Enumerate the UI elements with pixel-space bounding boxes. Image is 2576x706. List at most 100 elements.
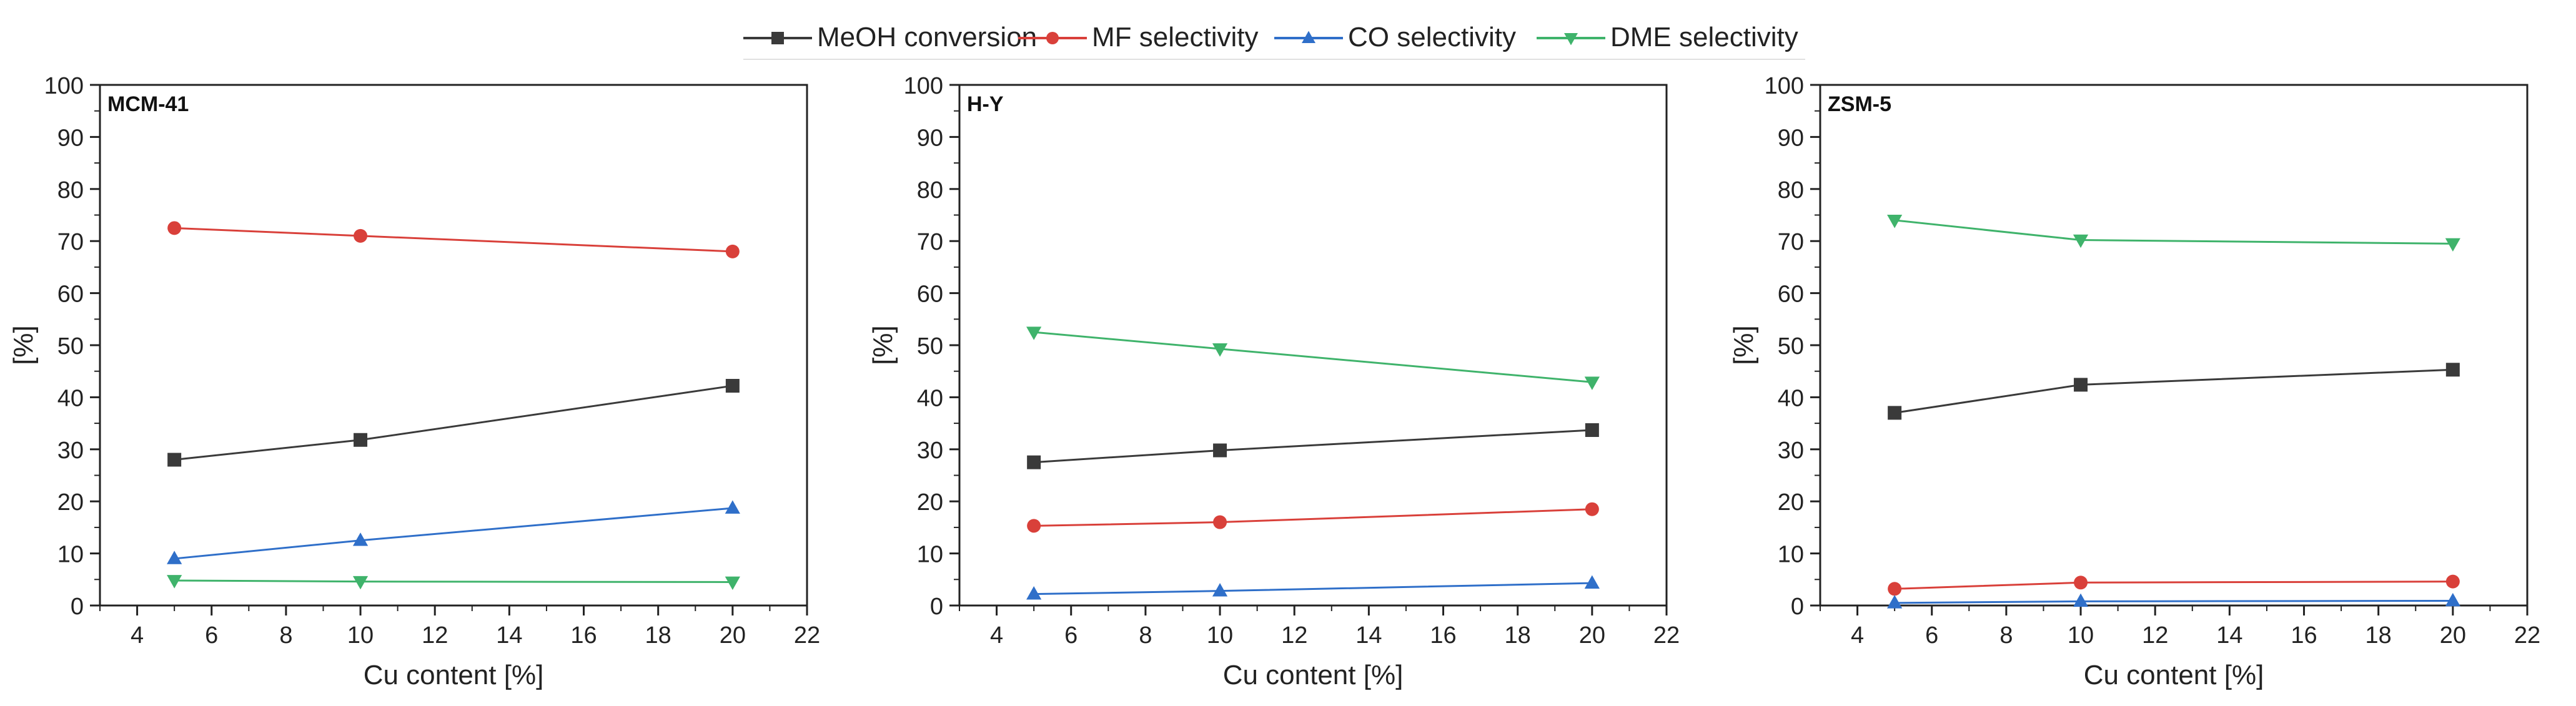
data-point	[2074, 378, 2088, 392]
y-tick-label: 90	[1778, 125, 1804, 151]
y-tick-label: 0	[930, 594, 943, 620]
chart-panel-h-y: 0 10 20 30 40 50 60 70 80 90 100 4 6 8 10 12 14 16 18 20 22 H…	[868, 73, 1680, 690]
legend-marker-square-icon	[771, 32, 784, 44]
y-tick-label: 80	[917, 177, 943, 203]
x-tick-label: 12	[2142, 622, 2168, 649]
data-point	[1212, 343, 1228, 357]
legend-marker-shape	[1302, 31, 1315, 43]
data-point	[352, 576, 369, 590]
x-axis-label: Cu content [%]	[1223, 660, 1404, 690]
series-line	[174, 579, 733, 583]
data-point	[354, 228, 368, 243]
x-tick-label: 18	[2365, 622, 2392, 649]
data-point	[167, 575, 182, 589]
data-point	[1213, 443, 1227, 458]
y-tick-label: 20	[917, 489, 943, 516]
legend-label: CO selectivity	[1348, 22, 1516, 52]
y-tick-label: 50	[1778, 333, 1804, 360]
data-point	[2445, 592, 2460, 607]
panel-title: MCM-41	[107, 92, 189, 116]
y-tick-label: 100	[904, 73, 943, 99]
legend-marker-triangle-down-icon	[1564, 33, 1578, 46]
data-point	[167, 453, 182, 467]
x-tick-label: 12	[1281, 622, 1307, 649]
series-line	[1034, 582, 1592, 596]
y-tick-label: 50	[57, 333, 84, 360]
x-tick-label: 10	[347, 622, 374, 649]
x-tick-label: 6	[205, 622, 218, 649]
x-tick-label: 8	[1139, 622, 1152, 649]
y-tick-label: 60	[1778, 282, 1804, 308]
x-tick-label: 8	[279, 622, 292, 649]
data-point	[1026, 326, 1042, 340]
x-tick-label: 4	[131, 622, 144, 649]
y-tick-label: 0	[1791, 594, 1804, 620]
series-line	[1894, 368, 2453, 414]
x-tick-label: 14	[496, 622, 522, 649]
x-tick-label: 22	[2514, 622, 2540, 649]
y-tick-label: 30	[1778, 438, 1804, 464]
data-point	[725, 576, 740, 591]
plot-frame	[1819, 84, 2529, 607]
series-line	[1895, 599, 2453, 604]
x-tick-label: 4	[1851, 622, 1864, 649]
x-axis-label: Cu content [%]	[2084, 660, 2264, 690]
data-point	[2074, 576, 2088, 590]
y-tick-label: 40	[57, 385, 84, 411]
plot-frame	[958, 84, 1668, 607]
data-point	[1887, 595, 1903, 609]
series-meoh-conversion	[1027, 423, 1599, 469]
data-point	[1213, 515, 1227, 529]
y-tick-label: 40	[1778, 385, 1804, 411]
x-tick-label: 22	[794, 622, 820, 649]
series-line	[1895, 581, 2453, 590]
y-tick-label: 30	[917, 438, 943, 464]
data-point	[1888, 406, 1902, 420]
data-point	[167, 221, 182, 235]
x-tick-label: 16	[570, 622, 597, 649]
x-tick-label: 10	[1207, 622, 1233, 649]
y-axis-label: [%]	[8, 325, 39, 365]
data-point	[1212, 582, 1228, 597]
y-tick-label: 40	[917, 385, 943, 411]
data-point	[1887, 215, 1903, 228]
series-line	[1034, 331, 1592, 383]
legend-marker-shape	[771, 32, 784, 44]
data-point	[167, 551, 182, 564]
legend-divider	[743, 59, 1805, 60]
y-tick-label: 80	[57, 177, 84, 203]
chart-panel-zsm-5: 0 10 20 30 40 50 60 70 80 90 100 4 6 8 10 12 14 16 18 20 22 Z…	[1728, 73, 2540, 690]
x-tick-label: 18	[645, 622, 671, 649]
data-point	[2445, 363, 2460, 377]
legend: MeOH conversion MF selectivity CO select…	[743, 9, 1805, 65]
series-line	[1034, 429, 1592, 464]
data-point	[352, 532, 369, 546]
series-line	[174, 385, 733, 461]
data-point	[1584, 575, 1600, 589]
chart-panel-mcm-41: 0 10 20 30 40 50 60 70 80 90 100 4 6 8 10 12 14 16 18 20 22 M…	[8, 73, 820, 690]
panel-title: ZSM-5	[1828, 92, 1891, 116]
data-point	[354, 433, 368, 447]
y-tick-label: 10	[57, 542, 84, 568]
series-line	[1894, 219, 2453, 245]
y-tick-label: 20	[1778, 489, 1804, 516]
data-point	[1026, 586, 1042, 600]
data-point	[1027, 519, 1041, 533]
series-co-selectivity	[1887, 592, 2460, 609]
y-tick-label: 90	[917, 125, 943, 151]
data-point	[1585, 502, 1599, 516]
series-co-selectivity	[167, 500, 740, 564]
x-tick-label: 14	[2216, 622, 2242, 649]
y-tick-label: 70	[57, 229, 84, 255]
y-tick-label: 20	[57, 489, 84, 516]
y-tick-label: 60	[917, 282, 943, 308]
x-tick-label: 10	[2068, 622, 2094, 649]
series-line	[174, 227, 733, 253]
legend-label: MF selectivity	[1092, 22, 1259, 52]
y-axis-label: [%]	[868, 325, 898, 365]
data-point	[2073, 593, 2089, 607]
plot-frame	[99, 84, 808, 607]
y-tick-label: 70	[917, 229, 943, 255]
